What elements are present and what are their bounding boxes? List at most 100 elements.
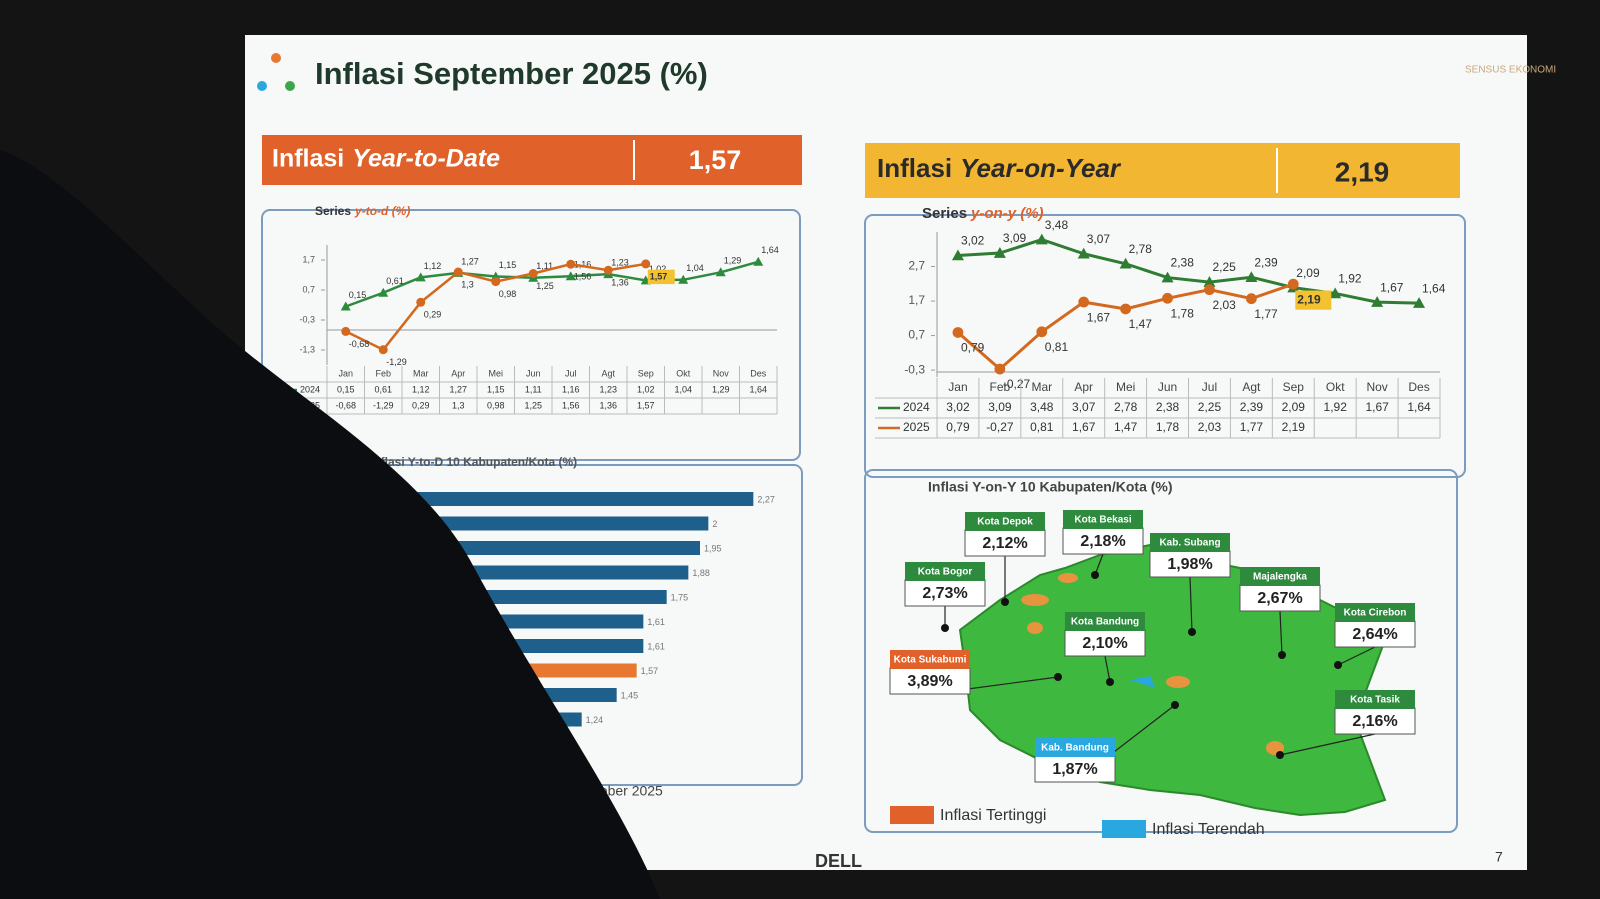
point-marker xyxy=(453,267,463,277)
callout-value: 2,64% xyxy=(1352,626,1397,643)
table-cell: 1,12 xyxy=(412,384,430,394)
point-marker xyxy=(994,363,1006,375)
x-tick-label: Jun xyxy=(1158,380,1177,394)
table-cell: 3,02 xyxy=(946,400,970,414)
dot xyxy=(285,81,295,91)
data-label: 2,09 xyxy=(1296,266,1320,280)
banner-label-italic: Year-on-Year xyxy=(960,153,1122,183)
data-label: 3,02 xyxy=(961,234,985,248)
data-label: 3,09 xyxy=(1003,231,1027,245)
point-marker xyxy=(1077,247,1090,259)
table-cell: 1,02 xyxy=(637,384,655,394)
table-cell: 0,61 xyxy=(374,384,392,394)
point-marker xyxy=(1120,303,1132,315)
data-label: 0,61 xyxy=(386,276,404,286)
map-point xyxy=(1001,598,1009,606)
data-label: 1,92 xyxy=(1338,272,1362,286)
data-label: 2,19 xyxy=(1297,292,1321,306)
page-number: 7 xyxy=(1495,849,1503,865)
data-label: 0,79 xyxy=(961,341,985,355)
data-label: 1,47 xyxy=(1129,317,1153,331)
table-cell: 1,64 xyxy=(749,384,767,394)
map-point xyxy=(1334,661,1342,669)
callout-header xyxy=(1335,690,1415,709)
table-cell: 3,09 xyxy=(988,400,1012,414)
callout-name: Kota Bandung xyxy=(1071,617,1139,628)
foreground-person xyxy=(0,150,660,899)
callout-value: 3,89% xyxy=(907,673,952,690)
map-point xyxy=(1091,571,1099,579)
label-highlight xyxy=(647,269,675,285)
banner-label: Inflasi xyxy=(272,145,344,173)
data-label: 1,02 xyxy=(649,264,667,274)
leader-line xyxy=(1279,610,1283,656)
point-marker xyxy=(341,326,351,336)
legend-label: Inflasi Terendah xyxy=(1152,821,1265,838)
x-tick-label: Nov xyxy=(1366,380,1387,394)
legend-label: 2024 xyxy=(300,384,320,394)
x-tick-label: Sep xyxy=(1283,380,1305,394)
data-label: 1,95 xyxy=(704,543,722,553)
data-label: 1,88 xyxy=(692,568,710,578)
series-line xyxy=(345,260,759,308)
panel xyxy=(864,469,1458,833)
point-marker xyxy=(565,271,576,281)
data-label: 1,57 xyxy=(641,666,659,676)
dot xyxy=(271,53,281,63)
callout-box xyxy=(964,529,1046,557)
table-cell: 1,16 xyxy=(562,384,580,394)
point-marker xyxy=(1329,287,1342,299)
table-cell: 1,92 xyxy=(1324,400,1348,414)
point-marker xyxy=(1161,271,1174,283)
table-cell: 1,77 xyxy=(1240,420,1264,434)
map-point xyxy=(1054,673,1062,681)
table-cell: -1,29 xyxy=(373,400,394,410)
callout-name: Kota Sukabumi xyxy=(894,655,967,666)
table-cell: 1,3 xyxy=(452,400,465,410)
data-label: 0,15 xyxy=(349,290,367,300)
legend-swatch xyxy=(890,806,934,824)
callout-value: 1,87% xyxy=(1052,761,1097,778)
data-label: 0,98 xyxy=(499,289,517,299)
map-point xyxy=(1106,678,1114,686)
banner-value: 2,19 xyxy=(1335,156,1390,187)
table-cell: 1,78 xyxy=(1156,420,1180,434)
map-city xyxy=(1058,573,1078,583)
callout-value: 2,12% xyxy=(982,535,1027,552)
point-marker xyxy=(1203,276,1216,287)
legend-label: 2025 xyxy=(903,420,930,434)
table-cell: 1,11 xyxy=(525,384,542,394)
y-tick-label: 0,7 xyxy=(302,284,315,294)
label-highlight xyxy=(1295,290,1332,310)
table-cell: -0,27 xyxy=(986,420,1014,434)
callout-header xyxy=(1240,567,1320,586)
table-cell: 3,48 xyxy=(1030,400,1054,414)
data-label: 1,04 xyxy=(686,263,704,273)
x-tick-label: Apr xyxy=(451,368,465,378)
point-marker xyxy=(416,297,426,307)
table-cell: 1,25 xyxy=(524,400,542,410)
data-label: 1,64 xyxy=(1422,281,1446,295)
map-city xyxy=(1166,676,1190,688)
data-label: 0,29 xyxy=(424,310,442,320)
point-marker xyxy=(1204,284,1215,296)
leader-line xyxy=(1189,576,1193,633)
callout-box xyxy=(1149,550,1231,578)
data-label: 1,61 xyxy=(647,617,665,627)
chart-subtitle: y-on-y (%) xyxy=(970,205,1044,222)
callout-header xyxy=(1035,738,1115,757)
callout-name: Majalengka xyxy=(1253,572,1307,583)
callout-value: 2,67% xyxy=(1257,590,1302,607)
banner-value: 1,57 xyxy=(689,145,742,175)
data-label: 1,56 xyxy=(574,272,592,282)
banner-label-italic: Year-to-Date xyxy=(352,145,500,173)
callout-header xyxy=(1150,533,1230,552)
x-tick-label: Mar xyxy=(413,368,429,378)
table-cell: 1,27 xyxy=(449,384,467,394)
data-label: 1,3 xyxy=(461,279,474,289)
data-label: 1,64 xyxy=(761,245,779,255)
point-marker xyxy=(378,287,389,297)
monitor-brand: DELL xyxy=(815,851,862,871)
table-cell: 2,25 xyxy=(1198,400,1222,414)
data-label: 2,27 xyxy=(757,494,775,504)
